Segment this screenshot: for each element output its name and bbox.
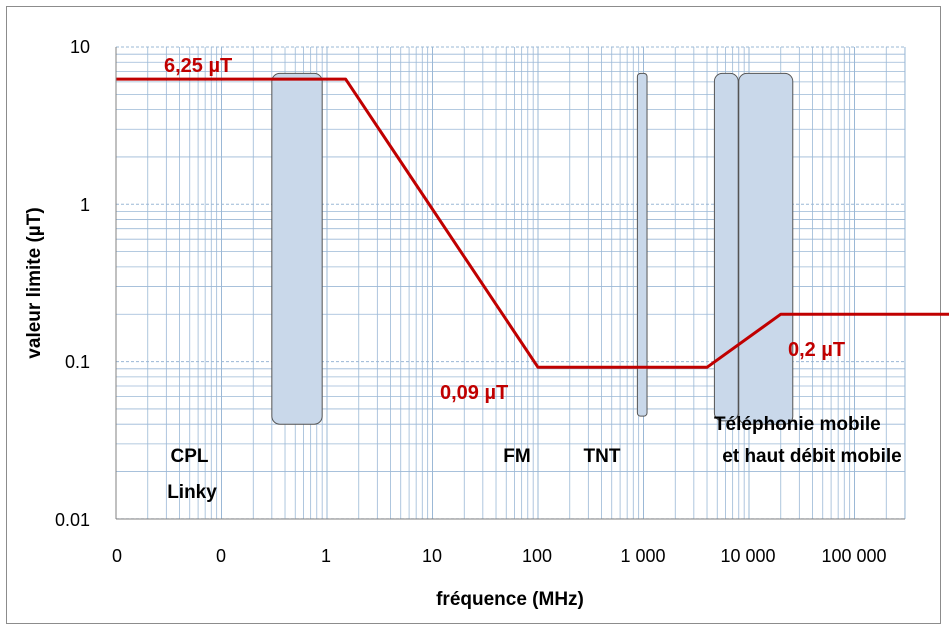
x-tick-label: 100 000	[821, 546, 886, 566]
x-tick-label: 10 000	[720, 546, 775, 566]
frequency-band	[713, 72, 739, 422]
x-tick-label: 1	[321, 546, 331, 566]
limit-label-high-freq: 0,2 µT	[788, 339, 845, 361]
band-layer	[271, 72, 794, 425]
band-label-cpl: CPL Linky	[167, 446, 217, 503]
band-label-line: Téléphonie mobile	[714, 414, 881, 435]
y-tick-label: 10	[70, 37, 90, 57]
limit-label-mid-freq: 0,09 µT	[440, 382, 508, 404]
limit-line-series	[116, 77, 949, 369]
y-axis-title: valeur limite (µT)	[24, 207, 45, 358]
band-label-fm: FM	[503, 446, 530, 467]
band-label-line: et haut débit mobile	[722, 446, 901, 467]
x-tick-label: 0	[216, 546, 226, 566]
band-label-line: TNT	[584, 446, 621, 467]
y-tick-label: 0.01	[55, 510, 90, 530]
limit-label-low-freq: 6,25 µT	[164, 55, 232, 77]
x-axis-title: fréquence (MHz)	[436, 589, 584, 610]
band-label-line: FM	[503, 446, 530, 467]
frequency-band	[636, 72, 648, 417]
band-label-mobile: Téléphonie mobile et haut débit mobile	[714, 414, 902, 467]
band-label-line: Linky	[167, 482, 217, 503]
frequency-band	[738, 72, 794, 425]
band-label-line: CPL	[171, 446, 209, 467]
y-tick-label: 1	[80, 195, 90, 215]
axis-layer	[115, 47, 905, 520]
frequency-band	[271, 72, 323, 425]
x-tick-label: 10	[422, 546, 442, 566]
y-tick-label: 0.1	[65, 352, 90, 372]
x-tick-label: 100	[522, 546, 552, 566]
x-tick-label: 1 000	[620, 546, 665, 566]
x-tick-label: 0	[112, 546, 122, 566]
band-label-tnt: TNT	[584, 446, 621, 467]
line-layer	[116, 77, 949, 369]
